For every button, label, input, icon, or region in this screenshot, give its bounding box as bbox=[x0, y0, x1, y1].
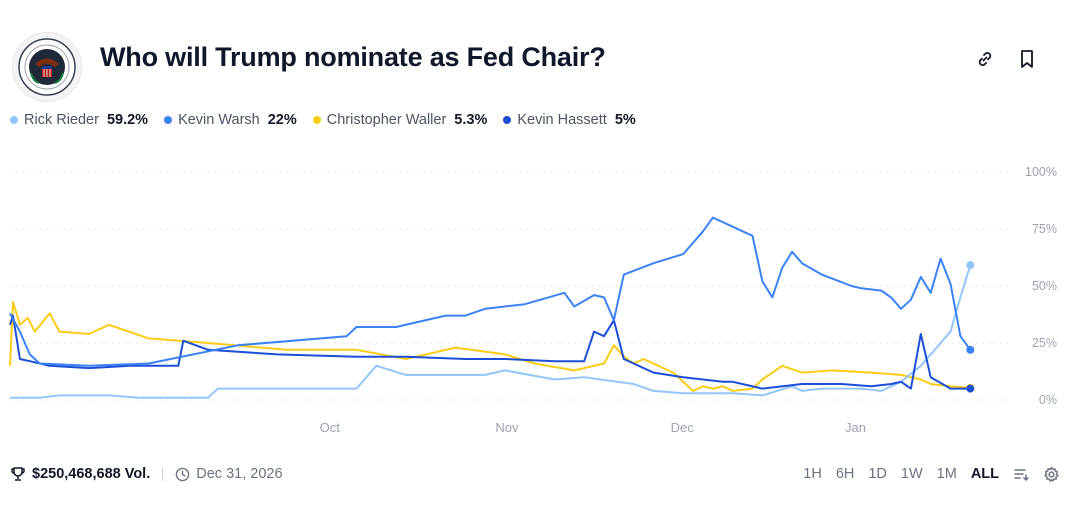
y-tick-label: 100% bbox=[1025, 165, 1057, 179]
x-tick-label: Oct bbox=[320, 420, 341, 435]
clock-icon bbox=[175, 467, 190, 481]
market-header: Who will Trump nominate as Fed Chair? bbox=[12, 26, 1068, 102]
range-1m[interactable]: 1M bbox=[936, 466, 957, 482]
volume-text: $250,468,688 Vol. bbox=[32, 466, 151, 482]
legend-dot bbox=[10, 116, 18, 124]
y-tick-label: 0% bbox=[1039, 393, 1057, 407]
range-1h[interactable]: 1H bbox=[803, 466, 822, 482]
federal-reserve-seal-icon bbox=[12, 32, 82, 102]
x-tick-label: Jan bbox=[845, 420, 866, 435]
x-tick-label: Dec bbox=[671, 420, 695, 435]
legend-name: Christopher Waller bbox=[326, 112, 447, 128]
filter-icon[interactable] bbox=[1013, 466, 1029, 482]
range-all[interactable]: ALL bbox=[970, 466, 999, 482]
series-endpoint-rick-rieder bbox=[966, 261, 975, 270]
y-tick-label: 75% bbox=[1032, 222, 1057, 236]
legend-name: Rick Rieder bbox=[24, 112, 99, 128]
legend-value: 5% bbox=[614, 112, 636, 128]
volume-info: $250,468,688 Vol. bbox=[10, 466, 150, 482]
settings-gear-icon[interactable] bbox=[1043, 466, 1060, 483]
legend-item-kevin-hassett: Kevin Hassett 5% bbox=[503, 112, 636, 128]
series-line-rick-rieder bbox=[10, 264, 972, 399]
series-line-christopher-waller bbox=[9, 301, 971, 392]
series-endpoint-kevin-hassett bbox=[966, 384, 975, 393]
probability-chart[interactable]: 100% 75% 50% 25% 0% Oct Nov Dec Jan bbox=[0, 150, 1080, 450]
x-tick-label: Nov bbox=[495, 420, 519, 435]
legend-name: Kevin Hassett bbox=[517, 112, 607, 128]
legend-dot bbox=[503, 116, 512, 124]
legend-value: 22% bbox=[267, 112, 297, 128]
range-1d[interactable]: 1D bbox=[868, 466, 887, 482]
series-line-kevin-hassett bbox=[9, 314, 971, 390]
legend-item-christopher-waller: Christopher Waller 5.3% bbox=[312, 112, 488, 128]
range-1w[interactable]: 1W bbox=[900, 466, 923, 482]
divider bbox=[162, 467, 164, 481]
legend-dot bbox=[164, 116, 173, 124]
market-footer: $250,468,688 Vol. Dec 31, 2026 1H 6H 1D … bbox=[10, 462, 1060, 486]
bookmark-icon[interactable] bbox=[1016, 48, 1038, 70]
y-tick-label: 25% bbox=[1032, 336, 1057, 350]
legend-item-kevin-warsh: Kevin Warsh 22% bbox=[164, 112, 297, 128]
y-tick-label: 50% bbox=[1032, 279, 1057, 293]
legend-value: 59.2% bbox=[106, 112, 149, 128]
time-range-selector: 1H 6H 1D 1W 1M ALL bbox=[803, 466, 1060, 483]
legend-dot bbox=[312, 116, 321, 124]
legend-item-rick-rieder: Rick Rieder 59.2% bbox=[10, 112, 148, 128]
legend-value: 5.3% bbox=[454, 112, 488, 128]
trophy-icon bbox=[11, 467, 25, 481]
end-date-text: Dec 31, 2026 bbox=[196, 466, 283, 482]
link-icon[interactable] bbox=[974, 48, 996, 70]
series-line-kevin-warsh bbox=[9, 216, 972, 367]
series-endpoint-kevin-warsh bbox=[966, 345, 975, 354]
chart-legend: Rick Rieder 59.2% Kevin Warsh 22% Christ… bbox=[10, 112, 636, 128]
range-6h[interactable]: 6H bbox=[835, 466, 855, 482]
legend-name: Kevin Warsh bbox=[178, 112, 260, 128]
page-title: Who will Trump nominate as Fed Chair? bbox=[100, 42, 606, 72]
end-date-info: Dec 31, 2026 bbox=[175, 466, 283, 482]
